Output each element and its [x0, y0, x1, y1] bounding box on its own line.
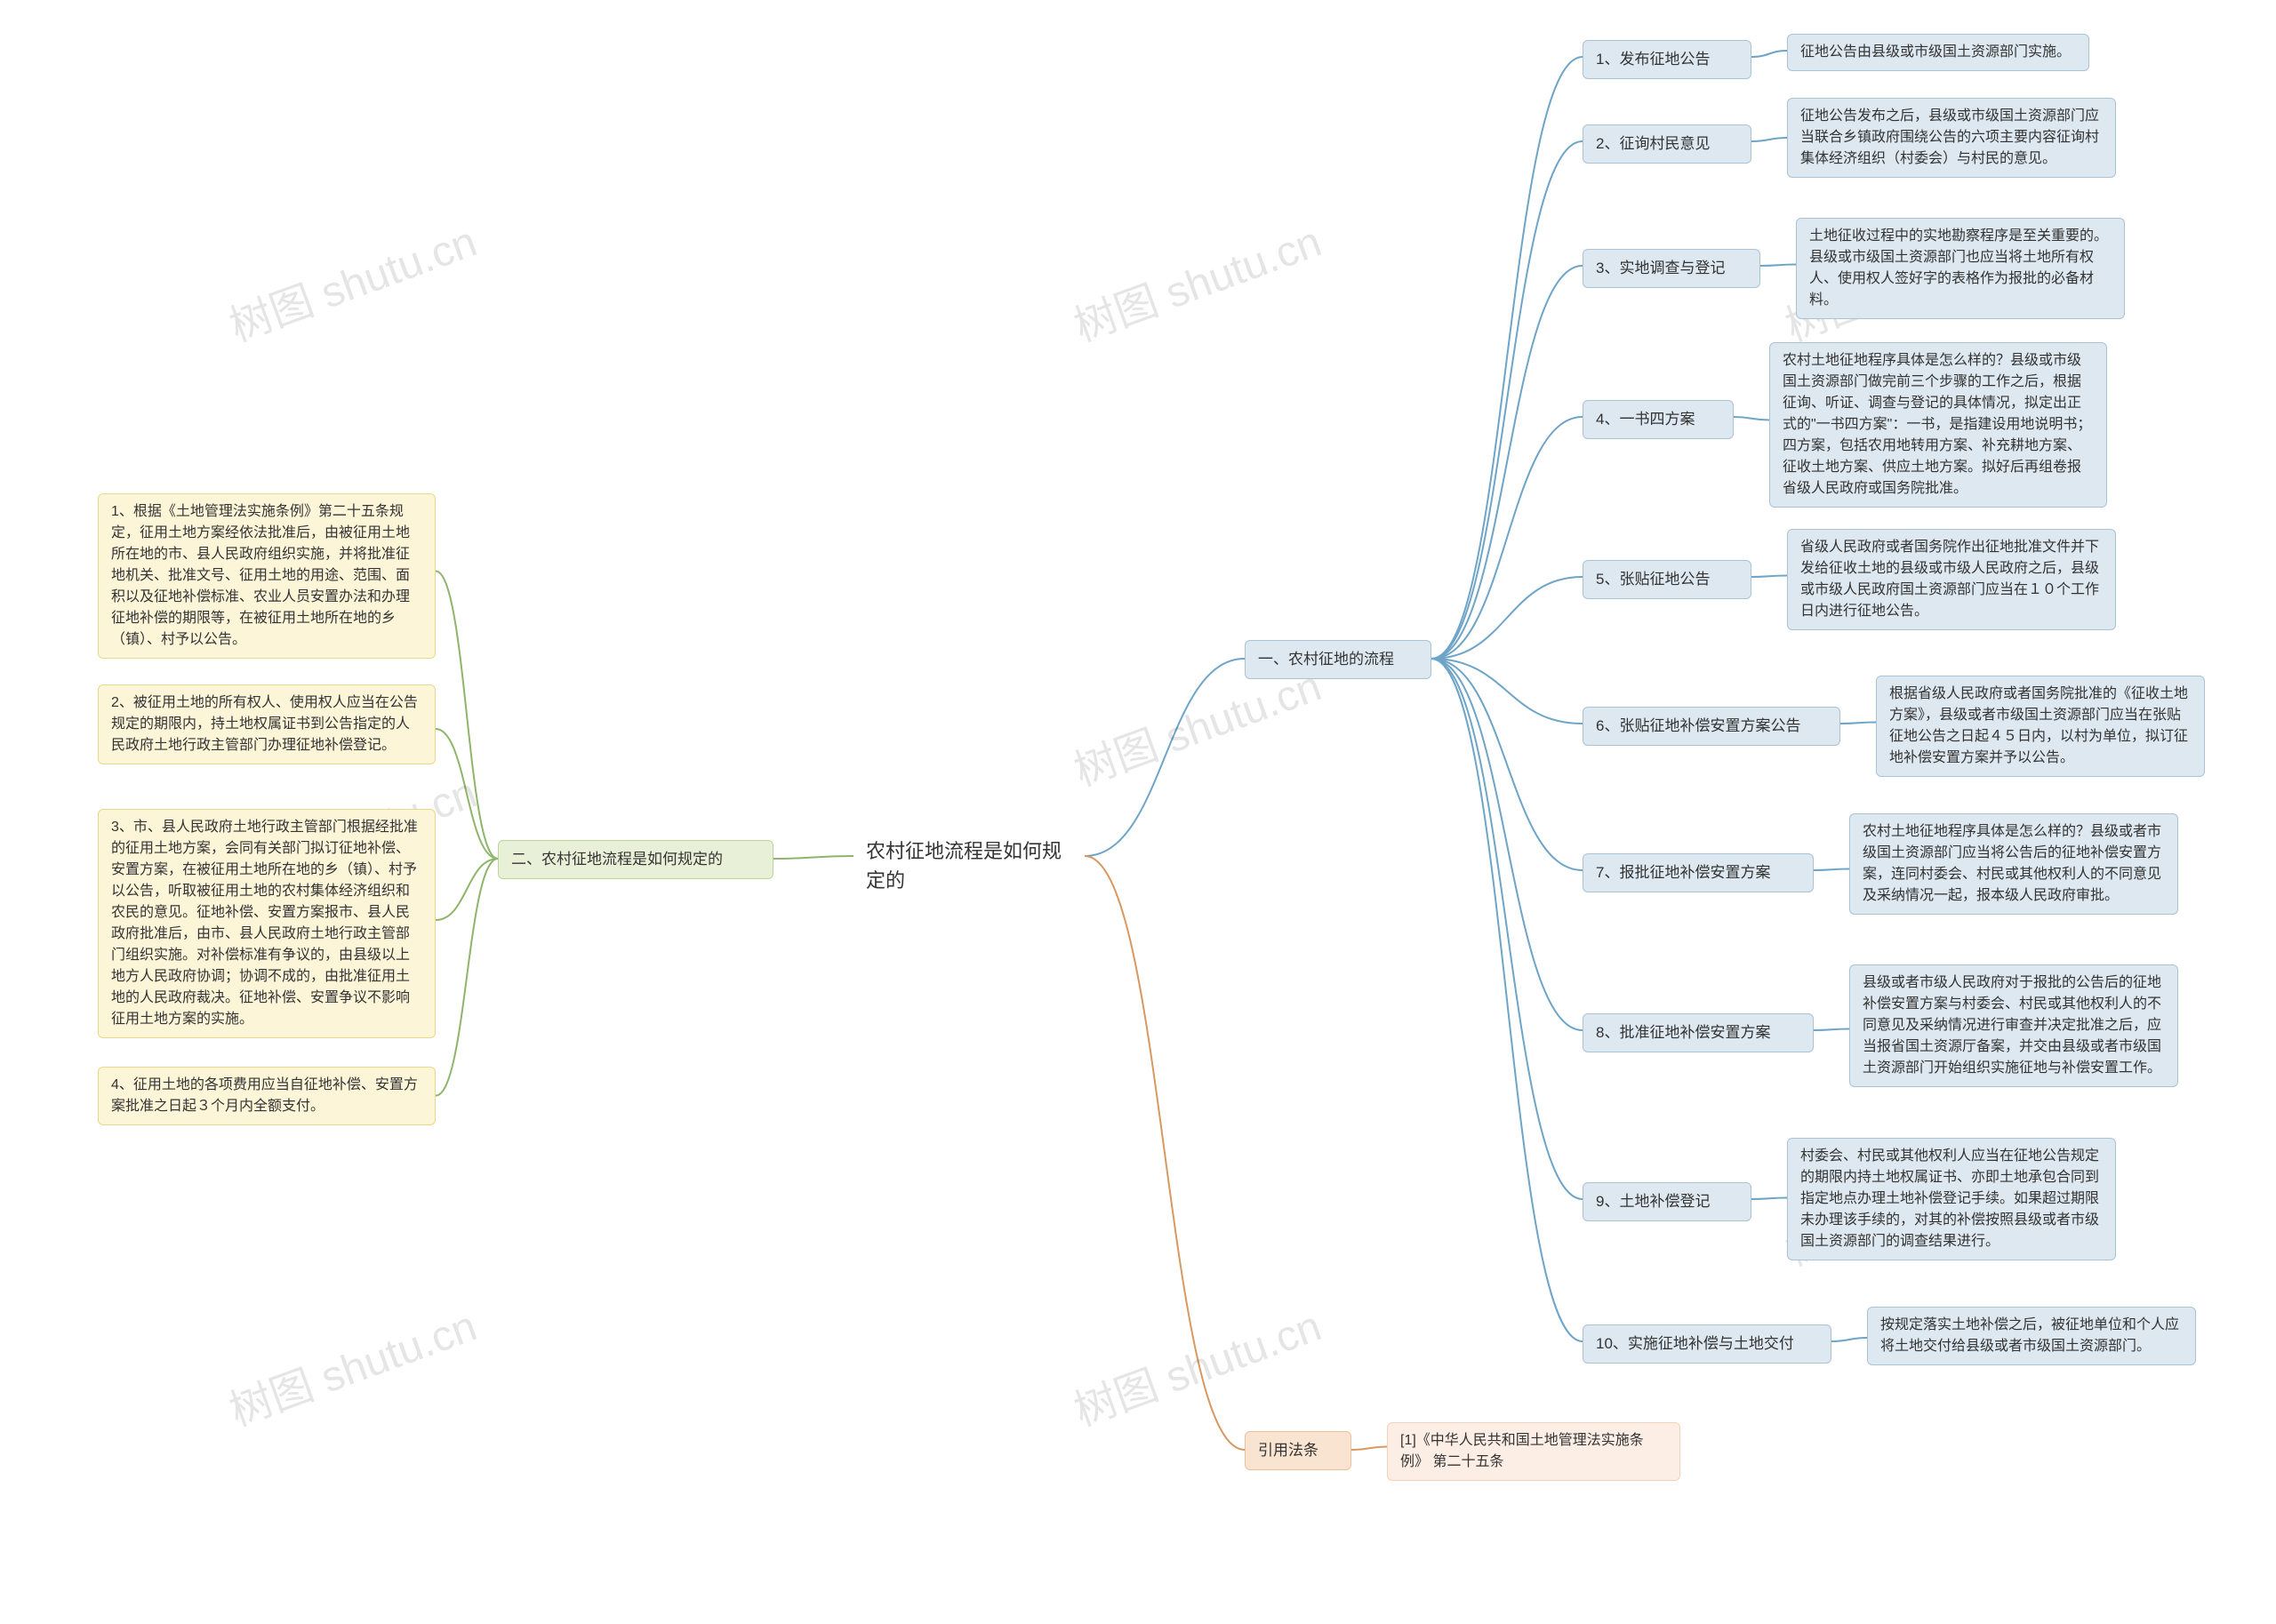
desc-node: 农村土地征地程序具体是怎么样的？县级或市级国土资源部门做完前三个步骤的工作之后，…: [1769, 342, 2107, 508]
step-node: 3、实地调查与登记: [1583, 249, 1760, 288]
leaf-node: 2、被征用土地的所有权人、使用权人应当在公告规定的期限内，持土地权属证书到公告指…: [98, 684, 436, 764]
step-node: 2、征询村民意见: [1583, 124, 1751, 164]
branch-node: 二、农村征地流程是如何规定的: [498, 840, 773, 879]
step-node: 1、发布征地公告: [1583, 40, 1751, 79]
step-node: 9、土地补偿登记: [1583, 1182, 1751, 1221]
leaf-node: [1]《中华人民共和国土地管理法实施条例》 第二十五条: [1387, 1422, 1680, 1481]
step-node: 6、张贴征地补偿安置方案公告: [1583, 707, 1840, 746]
step-node: 4、一书四方案: [1583, 400, 1734, 439]
desc-node: 省级人民政府或者国务院作出征地批准文件并下发给征收土地的县级或市级人民政府之后，…: [1787, 529, 2116, 630]
leaf-node: 3、市、县人民政府土地行政主管部门根据经批准的征用土地方案，会同有关部门拟订征地…: [98, 809, 436, 1038]
branch-node: 一、农村征地的流程: [1245, 640, 1431, 679]
watermark: 树图 shutu.cn: [220, 1291, 484, 1437]
branch-node: 引用法条: [1245, 1431, 1351, 1470]
step-node: 8、批准征地补偿安置方案: [1583, 1013, 1814, 1052]
leaf-node: 1、根据《土地管理法实施条例》第二十五条规定，征用土地方案经依法批准后，由被征用…: [98, 493, 436, 659]
desc-node: 农村土地征地程序具体是怎么样的？县级或者市级国土资源部门应当将公告后的征地补偿安…: [1849, 813, 2178, 915]
desc-node: 根据省级人民政府或者国务院批准的《征收土地方案》，县级或者市级国土资源部门应当在…: [1876, 676, 2205, 777]
center-node: 农村征地流程是如何规定的: [854, 829, 1085, 902]
watermark: 树图 shutu.cn: [220, 206, 484, 353]
watermark: 树图 shutu.cn: [1064, 1291, 1328, 1437]
desc-node: 征地公告由县级或市级国土资源部门实施。: [1787, 34, 2089, 71]
step-node: 5、张贴征地公告: [1583, 560, 1751, 599]
leaf-node: 4、征用土地的各项费用应当自征地补偿、安置方案批准之日起３个月内全额支付。: [98, 1067, 436, 1125]
desc-node: 土地征收过程中的实地勘察程序是至关重要的。县级或市级国土资源部门也应当将土地所有…: [1796, 218, 2125, 319]
step-node: 10、实施征地补偿与土地交付: [1583, 1324, 1831, 1364]
desc-node: 按规定落实土地补偿之后，被征地单位和个人应将土地交付给县级或者市级国土资源部门。: [1867, 1307, 2196, 1365]
desc-node: 征地公告发布之后，县级或市级国土资源部门应当联合乡镇政府围绕公告的六项主要内容征…: [1787, 98, 2116, 178]
step-node: 7、报批征地补偿安置方案: [1583, 853, 1814, 892]
desc-node: 县级或者市级人民政府对于报批的公告后的征地补偿安置方案与村委会、村民或其他权利人…: [1849, 964, 2178, 1087]
desc-node: 村委会、村民或其他权利人应当在征地公告规定的期限内持土地权属证书、亦即土地承包合…: [1787, 1138, 2116, 1260]
watermark: 树图 shutu.cn: [1064, 206, 1328, 353]
